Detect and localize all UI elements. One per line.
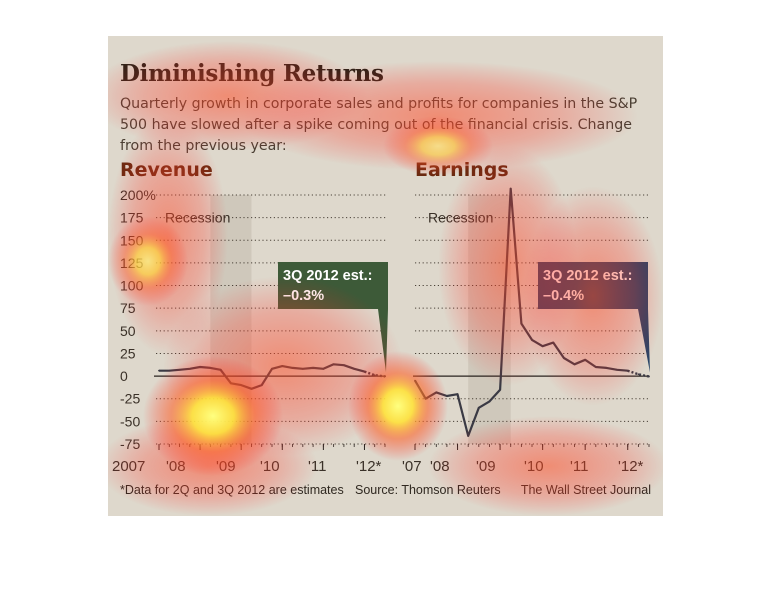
y-tick-label: 0 xyxy=(120,368,128,384)
x-tick-label: '09 xyxy=(216,458,236,475)
data-point xyxy=(281,365,284,368)
data-point xyxy=(520,322,523,325)
data-point xyxy=(188,367,191,370)
y-tick-label: -50 xyxy=(120,413,140,429)
data-point xyxy=(414,379,416,382)
estimates-footnote: *Data for 2Q and 3Q 2012 are estimates xyxy=(120,483,344,497)
revenue-panel: Revenue 200% 175 150 125 100 75 50 25 0 -25 -50 -75 R… xyxy=(112,159,388,475)
data-point xyxy=(435,391,438,394)
data-point xyxy=(499,388,501,391)
earnings-heading: Earnings xyxy=(415,159,509,181)
data-point xyxy=(488,400,491,403)
source-text: Source: Thomson Reuters xyxy=(355,483,501,497)
y-tick-label: 25 xyxy=(120,345,136,361)
x-tick-label: '12* xyxy=(356,458,382,475)
data-point xyxy=(353,367,356,370)
y-tick-label: 100 xyxy=(120,278,144,294)
x-tick-label: '11 xyxy=(570,458,588,475)
data-point xyxy=(332,363,335,366)
x-tick-label: '09 xyxy=(476,458,496,475)
data-point xyxy=(573,363,576,366)
x-tick-label: '08 xyxy=(166,458,186,475)
recession-label: Recession xyxy=(428,210,493,226)
data-point xyxy=(541,345,544,348)
credit-text: The Wall Street Journal xyxy=(521,483,651,497)
data-point xyxy=(384,375,386,378)
data-point xyxy=(477,406,480,409)
data-point xyxy=(594,366,597,368)
data-point xyxy=(424,397,427,400)
y-tick-label: -25 xyxy=(120,391,140,407)
data-point xyxy=(456,393,459,396)
data-point xyxy=(343,364,345,367)
data-point xyxy=(260,384,263,387)
y-tick-label: 200% xyxy=(120,187,156,203)
data-point xyxy=(250,387,253,390)
data-point xyxy=(373,374,376,377)
callout-label: 3Q 2012 est.: xyxy=(543,268,632,284)
data-point xyxy=(552,341,555,344)
data-point xyxy=(301,367,304,370)
data-point xyxy=(531,338,533,341)
data-point xyxy=(616,368,618,371)
data-point xyxy=(199,366,201,368)
callout-value: –0.4% xyxy=(543,288,584,304)
data-point xyxy=(648,375,650,378)
data-point xyxy=(509,187,512,190)
data-point xyxy=(291,367,294,369)
data-point xyxy=(209,367,212,369)
x-tick-label: '08 xyxy=(430,458,450,475)
data-point xyxy=(605,367,608,369)
data-point xyxy=(584,358,587,361)
y-tick-label: 175 xyxy=(120,210,144,226)
data-point xyxy=(322,367,325,370)
data-point xyxy=(637,373,640,376)
earnings-panel: Earnings Recession '07 '08 '09 '10 '11 '12* 3Q 2… xyxy=(402,159,650,475)
recession-label: Recession xyxy=(165,210,230,226)
data-point xyxy=(312,367,314,369)
recession-shading xyxy=(210,195,252,444)
data-point xyxy=(271,367,273,370)
revenue-heading: Revenue xyxy=(120,159,213,181)
data-point xyxy=(563,357,565,359)
data-point xyxy=(178,368,181,371)
x-tick-label: '10 xyxy=(260,458,280,475)
data-point xyxy=(168,369,171,372)
y-tick-label: 75 xyxy=(120,300,136,316)
x-tick-label: 2007 xyxy=(112,458,145,475)
data-point xyxy=(467,434,470,437)
callout-value: –0.3% xyxy=(283,288,324,304)
x-tick-label: '07 xyxy=(402,458,422,475)
y-tick-label: -75 xyxy=(120,436,140,452)
data-point xyxy=(363,370,366,373)
data-point xyxy=(446,395,448,397)
data-point xyxy=(626,369,629,372)
x-tick-label: '10 xyxy=(524,458,544,475)
y-tick-label: 150 xyxy=(120,232,144,248)
series-line xyxy=(414,187,628,437)
callout-label: 3Q 2012 est.: xyxy=(283,268,372,284)
x-tick-label: '11 xyxy=(308,458,326,475)
y-tick-label: 50 xyxy=(120,323,136,339)
charts-svg: Revenue 200% 175 150 125 100 75 50 25 0 -25 -50 -75 R… xyxy=(112,159,651,497)
x-tick-label: '12* xyxy=(618,458,644,475)
y-tick-label: 125 xyxy=(120,255,144,271)
data-point xyxy=(240,384,243,387)
data-point xyxy=(230,382,232,385)
data-point xyxy=(219,368,222,371)
data-point xyxy=(158,369,160,372)
chart-card: Diminishing Returns Quarterly growth in … xyxy=(108,36,663,516)
